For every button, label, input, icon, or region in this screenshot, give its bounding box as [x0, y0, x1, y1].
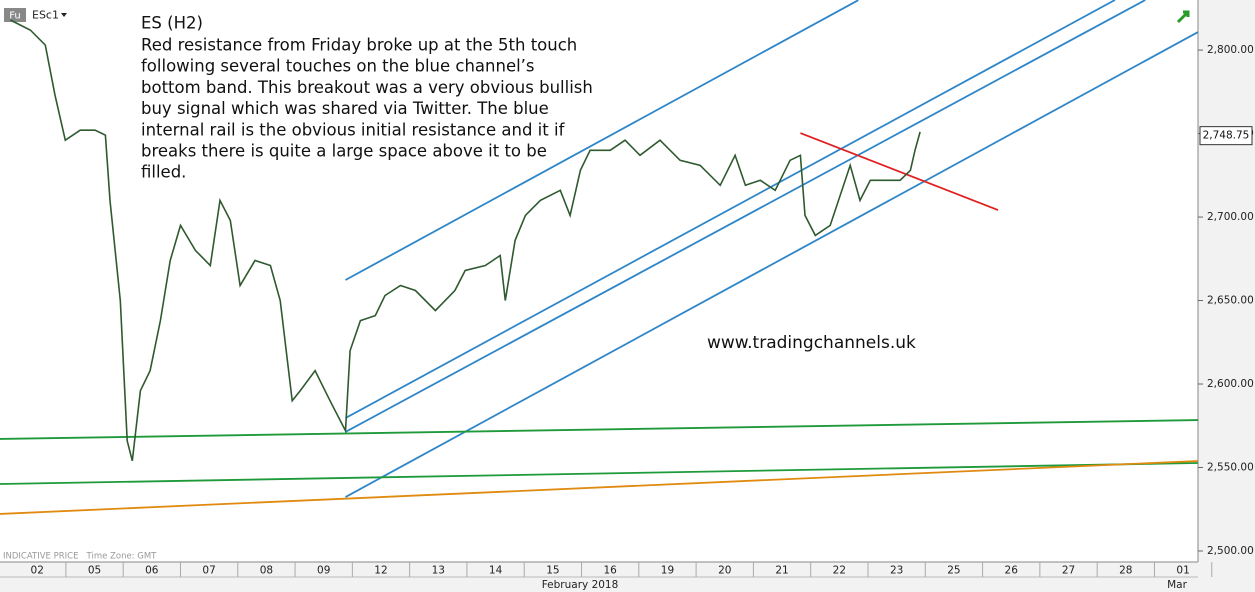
y-tick-label: 2,550.00: [1207, 461, 1254, 473]
instrument-name[interactable]: ESc1: [32, 9, 59, 22]
instrument-icon[interactable]: [4, 8, 26, 22]
annotation-line: filled.: [141, 163, 186, 182]
trend-line: [0, 419, 1199, 440]
trend-icon: [1176, 10, 1190, 24]
annotation-line: buy signal which was shared via Twitter.…: [141, 99, 549, 118]
trend-line: [345, 0, 1116, 419]
last-price-label: 2,748.75: [1203, 130, 1250, 142]
y-tick-label: 2,600.00: [1207, 378, 1254, 390]
x-tick-label: 28: [1119, 565, 1132, 577]
x-tick-label: 26: [1005, 565, 1019, 577]
trend-line: [0, 462, 1199, 485]
last-price-box: [1199, 126, 1253, 146]
x-tick-label: 07: [202, 565, 215, 577]
trend-line: [345, 0, 1146, 433]
month-label: February 2018: [542, 579, 619, 591]
annotation-title: ES (H2): [141, 14, 203, 33]
trend-line: [345, 31, 1199, 498]
trend-line: [0, 460, 1199, 515]
y-tick-label: 2,500.00: [1207, 545, 1254, 557]
x-tick-label: 09: [317, 565, 330, 577]
x-tick-label: 15: [546, 565, 559, 577]
x-tick-label: 19: [661, 565, 674, 577]
x-tick-label: 27: [1062, 565, 1075, 577]
x-tick-label: 05: [88, 565, 101, 577]
x-tick-label: 14: [489, 565, 503, 577]
annotation-line: internal rail is the obvious initial res…: [141, 120, 566, 139]
annotation-line: Red resistance from Friday broke up at t…: [141, 36, 577, 55]
annotation-line: breaks there is quite a large space abov…: [141, 142, 547, 161]
x-tick-label: 23: [890, 565, 903, 577]
watermark: www.tradingchannels.uk: [707, 333, 916, 353]
annotation-line: bottom band. This breakout was a very ob…: [141, 78, 593, 97]
y-axis-panel: [1198, 0, 1255, 592]
x-tick-label: 12: [374, 565, 387, 577]
x-tick-label: 21: [775, 565, 788, 577]
x-tick-label: 13: [432, 565, 445, 577]
x-tick-label: 06: [145, 565, 159, 577]
instrument-type: Fu: [9, 11, 21, 22]
month-label: Mar: [1167, 579, 1187, 591]
x-tick-label: 08: [260, 565, 273, 577]
x-tick-label: 25: [947, 565, 960, 577]
annotation-line: following several touches on the blue ch…: [141, 57, 535, 76]
x-tick-label: 02: [31, 565, 44, 577]
trend-line: [345, 0, 859, 281]
y-tick-label: 2,700.00: [1207, 211, 1254, 223]
instrument-dropdown[interactable]: [61, 13, 67, 17]
y-tick-label: 2,800.00: [1207, 44, 1254, 56]
x-tick-label: 22: [833, 565, 846, 577]
x-tick-label: 01: [1176, 565, 1189, 577]
y-tick-label: 2,650.00: [1207, 295, 1254, 307]
price-line: [9, 19, 921, 461]
x-tick-label: 16: [603, 565, 617, 577]
footer-note: INDICATIVE PRICE Time Zone: GMT: [3, 552, 157, 562]
x-tick-label: 20: [718, 565, 731, 577]
trend-line: [800, 132, 999, 211]
